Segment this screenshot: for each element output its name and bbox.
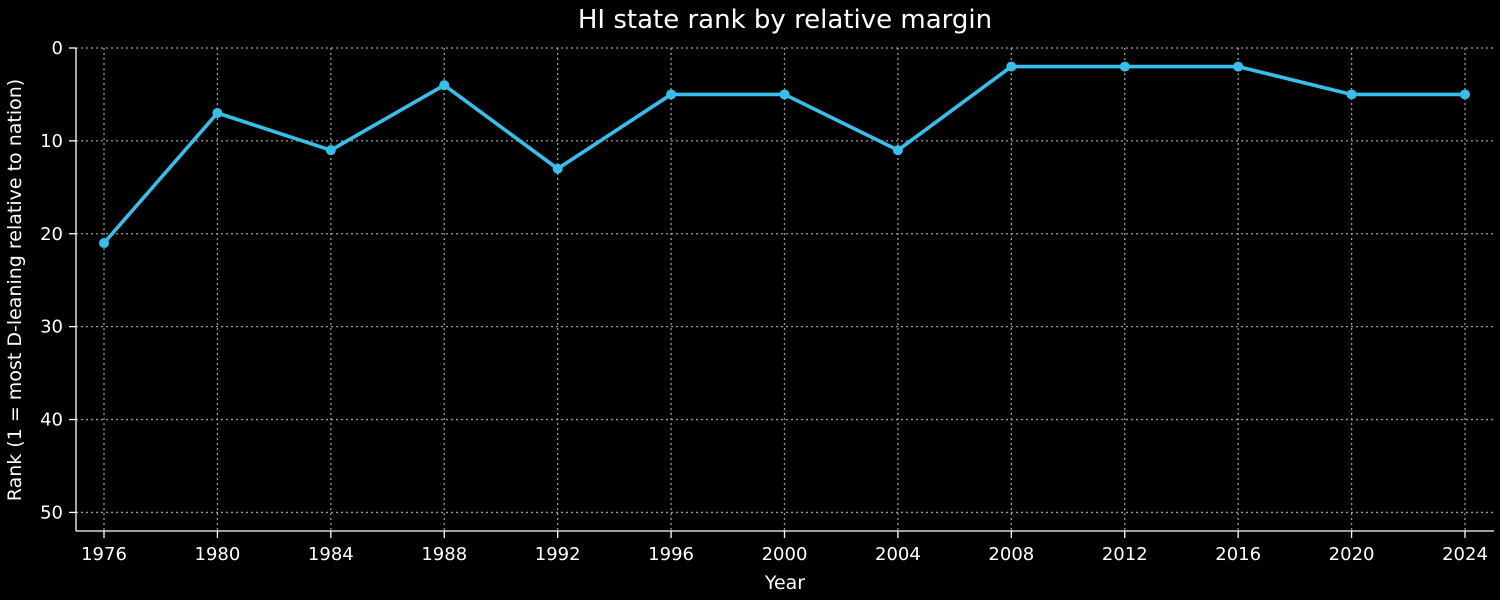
x-tick-label: 2004: [875, 544, 921, 565]
y-axis-label: Rank (1 = most D-leaning relative to nat…: [4, 79, 26, 501]
y-tick-label: 0: [52, 38, 63, 59]
data-point-1996: [666, 89, 677, 100]
data-point-2016: [1233, 61, 1244, 72]
y-tick-label: 10: [40, 131, 63, 152]
data-point-2012: [1119, 61, 1130, 72]
x-tick-label: 1988: [421, 544, 467, 565]
data-point-1984: [325, 145, 336, 156]
y-tick-label: 20: [40, 224, 63, 245]
data-point-2000: [779, 89, 790, 100]
data-point-1992: [552, 163, 563, 174]
data-point-1976: [99, 238, 109, 249]
data-point-1988: [439, 80, 450, 91]
x-tick-label: 1996: [648, 544, 694, 565]
x-tick-label: 2008: [988, 544, 1034, 565]
y-tick-label: 40: [40, 410, 63, 431]
grid-layer: [76, 47, 1494, 531]
series-layer: [99, 61, 1470, 249]
data-point-2024: [1460, 89, 1470, 100]
data-point-2004: [892, 145, 903, 156]
data-point-1980: [212, 108, 223, 119]
x-tick-label: 1980: [195, 544, 241, 565]
chart-title: HI state rank by relative margin: [578, 5, 992, 35]
x-tick-label: 1992: [535, 544, 581, 565]
x-tick-label: 2000: [762, 544, 808, 565]
y-tick-label: 30: [40, 317, 63, 338]
x-tick-label: 2020: [1329, 544, 1375, 565]
x-tick-label: 2024: [1442, 544, 1488, 565]
x-tick-label: 2016: [1215, 544, 1261, 565]
y-tick-label: 50: [40, 502, 63, 523]
data-point-2008: [1006, 61, 1017, 72]
x-tick-label: 1976: [81, 544, 127, 565]
tick-layer: 1976 1980 1984 1988 1992 1996 2000 2004 2008 2012…: [40, 38, 1488, 565]
data-point-2020: [1346, 89, 1357, 100]
x-tick-label: 2012: [1102, 544, 1148, 565]
x-axis-label: Year: [764, 572, 805, 594]
x-tick-label: 1984: [308, 544, 354, 565]
